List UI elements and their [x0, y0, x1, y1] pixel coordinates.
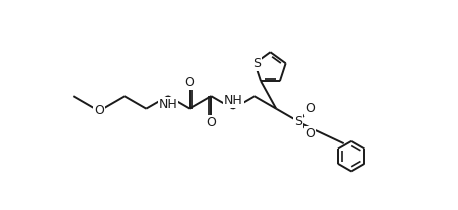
Text: NH: NH — [158, 98, 177, 111]
Text: O: O — [94, 104, 104, 117]
Text: O: O — [185, 76, 195, 89]
Text: O: O — [305, 102, 315, 115]
Text: O: O — [206, 116, 216, 129]
Text: NH: NH — [224, 93, 243, 106]
Text: S: S — [294, 115, 302, 128]
Text: O: O — [305, 127, 315, 140]
Text: S: S — [253, 57, 261, 70]
